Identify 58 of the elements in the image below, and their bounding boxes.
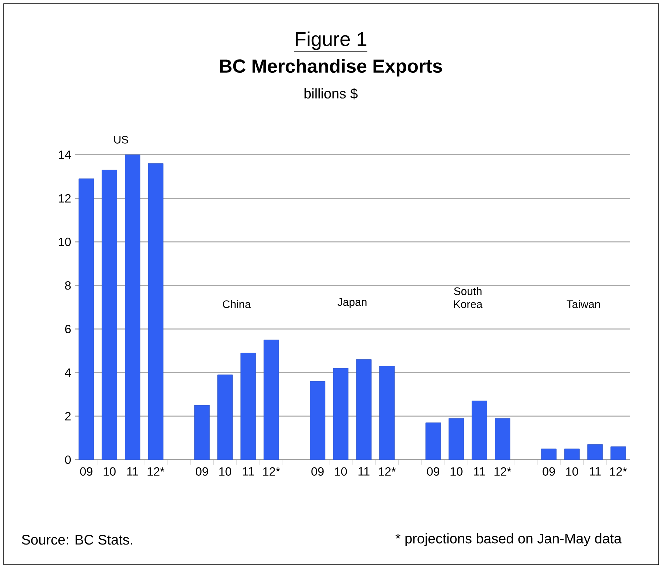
x-tick-label: 10 [335, 468, 348, 476]
bar [379, 366, 395, 460]
y-tick-label: 10 [59, 238, 72, 246]
bar [610, 446, 626, 460]
annotation: Japan [338, 298, 367, 308]
y-tick-label: 0 [65, 456, 72, 464]
x-tick-label: 10 [450, 468, 463, 476]
x-tick-label: 09 [196, 468, 208, 476]
x-tick-label: 12* [148, 468, 165, 476]
y-axis-title: billions $ [304, 88, 358, 100]
x-tick-label: 12* [494, 468, 512, 476]
bar [541, 448, 557, 460]
source-note: Source: BC Stats. [22, 535, 132, 545]
bar [240, 353, 256, 460]
bar [333, 368, 349, 460]
annotation: Taiwan [566, 300, 600, 308]
x-tick-label: 11 [358, 468, 370, 476]
bar [310, 381, 326, 460]
x-tick-label: 09 [542, 468, 556, 476]
bar [125, 154, 141, 460]
annotation: South Korea [454, 287, 483, 308]
bar [588, 444, 604, 460]
y-tick-label: 2 [65, 412, 71, 421]
bar [194, 405, 210, 460]
x-tick-label: 10 [220, 468, 232, 476]
x-tick-label: 10 [566, 468, 578, 476]
x-tick-label: 11 [128, 468, 138, 476]
bar [78, 178, 94, 460]
x-tick-label: 12* [264, 468, 280, 476]
bar [218, 374, 234, 460]
bar [264, 340, 280, 460]
x-tick-label: 12* [379, 468, 396, 476]
x-tick-label: 10 [104, 468, 116, 476]
y-tick-label: 4 [65, 368, 72, 377]
chart-title: BC Merchandise Exports [220, 59, 442, 77]
x-tick-label: 09 [80, 468, 93, 476]
annotation: China [223, 300, 252, 308]
bar [102, 170, 118, 460]
x-tick-label: 11 [243, 468, 254, 476]
y-tick-label: 6 [65, 325, 71, 334]
x-tick-label: 11 [474, 468, 486, 476]
x-tick-label: 11 [590, 468, 601, 476]
bar [448, 418, 464, 460]
bar [495, 418, 511, 460]
bar [148, 164, 164, 460]
bar [356, 360, 372, 460]
x-tick-label: 12* [610, 468, 628, 476]
y-tick-label: 8 [65, 281, 71, 290]
text: * projections based on Jan-May data [396, 533, 622, 546]
x-tick-label: 09 [312, 468, 324, 476]
y-tick-label: 12 [59, 194, 71, 203]
x-tick-label: 09 [427, 468, 440, 476]
caption: Figure 1 [296, 32, 367, 50]
bar [426, 422, 442, 460]
text: US [114, 136, 128, 144]
bar [472, 400, 488, 460]
y-tick-label: 14 [59, 150, 72, 160]
bar [564, 448, 580, 460]
